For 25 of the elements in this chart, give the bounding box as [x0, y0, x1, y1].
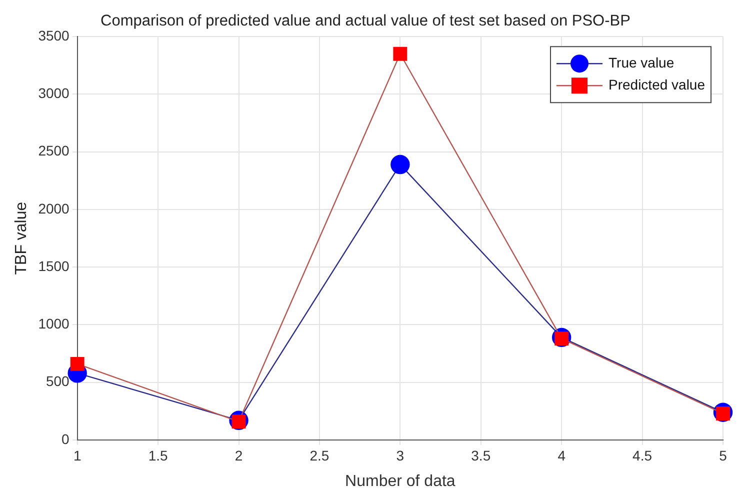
x-axis-title: Number of data [345, 472, 456, 490]
point [393, 46, 408, 61]
y-tick-label: 500 [46, 373, 70, 390]
y-tick-label: 0 [62, 430, 70, 447]
legend-label: Predicted value [608, 76, 706, 92]
x-tick-label: 4.5 [632, 447, 652, 464]
x-tick-label: 2.5 [310, 447, 330, 464]
point [70, 356, 84, 371]
y-tick-label: 1000 [38, 316, 70, 332]
x-tick-label: 1 [73, 447, 82, 464]
legend-label: True value [608, 54, 674, 70]
y-tick-label: 3000 [38, 85, 70, 102]
y-tick-label: 1500 [38, 258, 70, 274]
y-axis-title: TBF value [13, 202, 30, 275]
x-tick-label: 3.5 [471, 447, 491, 464]
x-tick-label: 2 [234, 447, 243, 464]
point [390, 154, 410, 174]
y-tick-label: 2500 [38, 142, 70, 159]
y-tick-label: 2000 [38, 200, 70, 216]
chart-title: Comparison of predicted value and actual value of test set based on PSO-BP [100, 12, 630, 30]
x-tick-label: 5 [719, 447, 728, 464]
x-tick-label: 1.5 [148, 447, 168, 464]
y-tick-label: 3500 [38, 27, 70, 44]
x-tick-label: 4 [558, 447, 566, 464]
x-tick-label: 3 [396, 447, 404, 464]
